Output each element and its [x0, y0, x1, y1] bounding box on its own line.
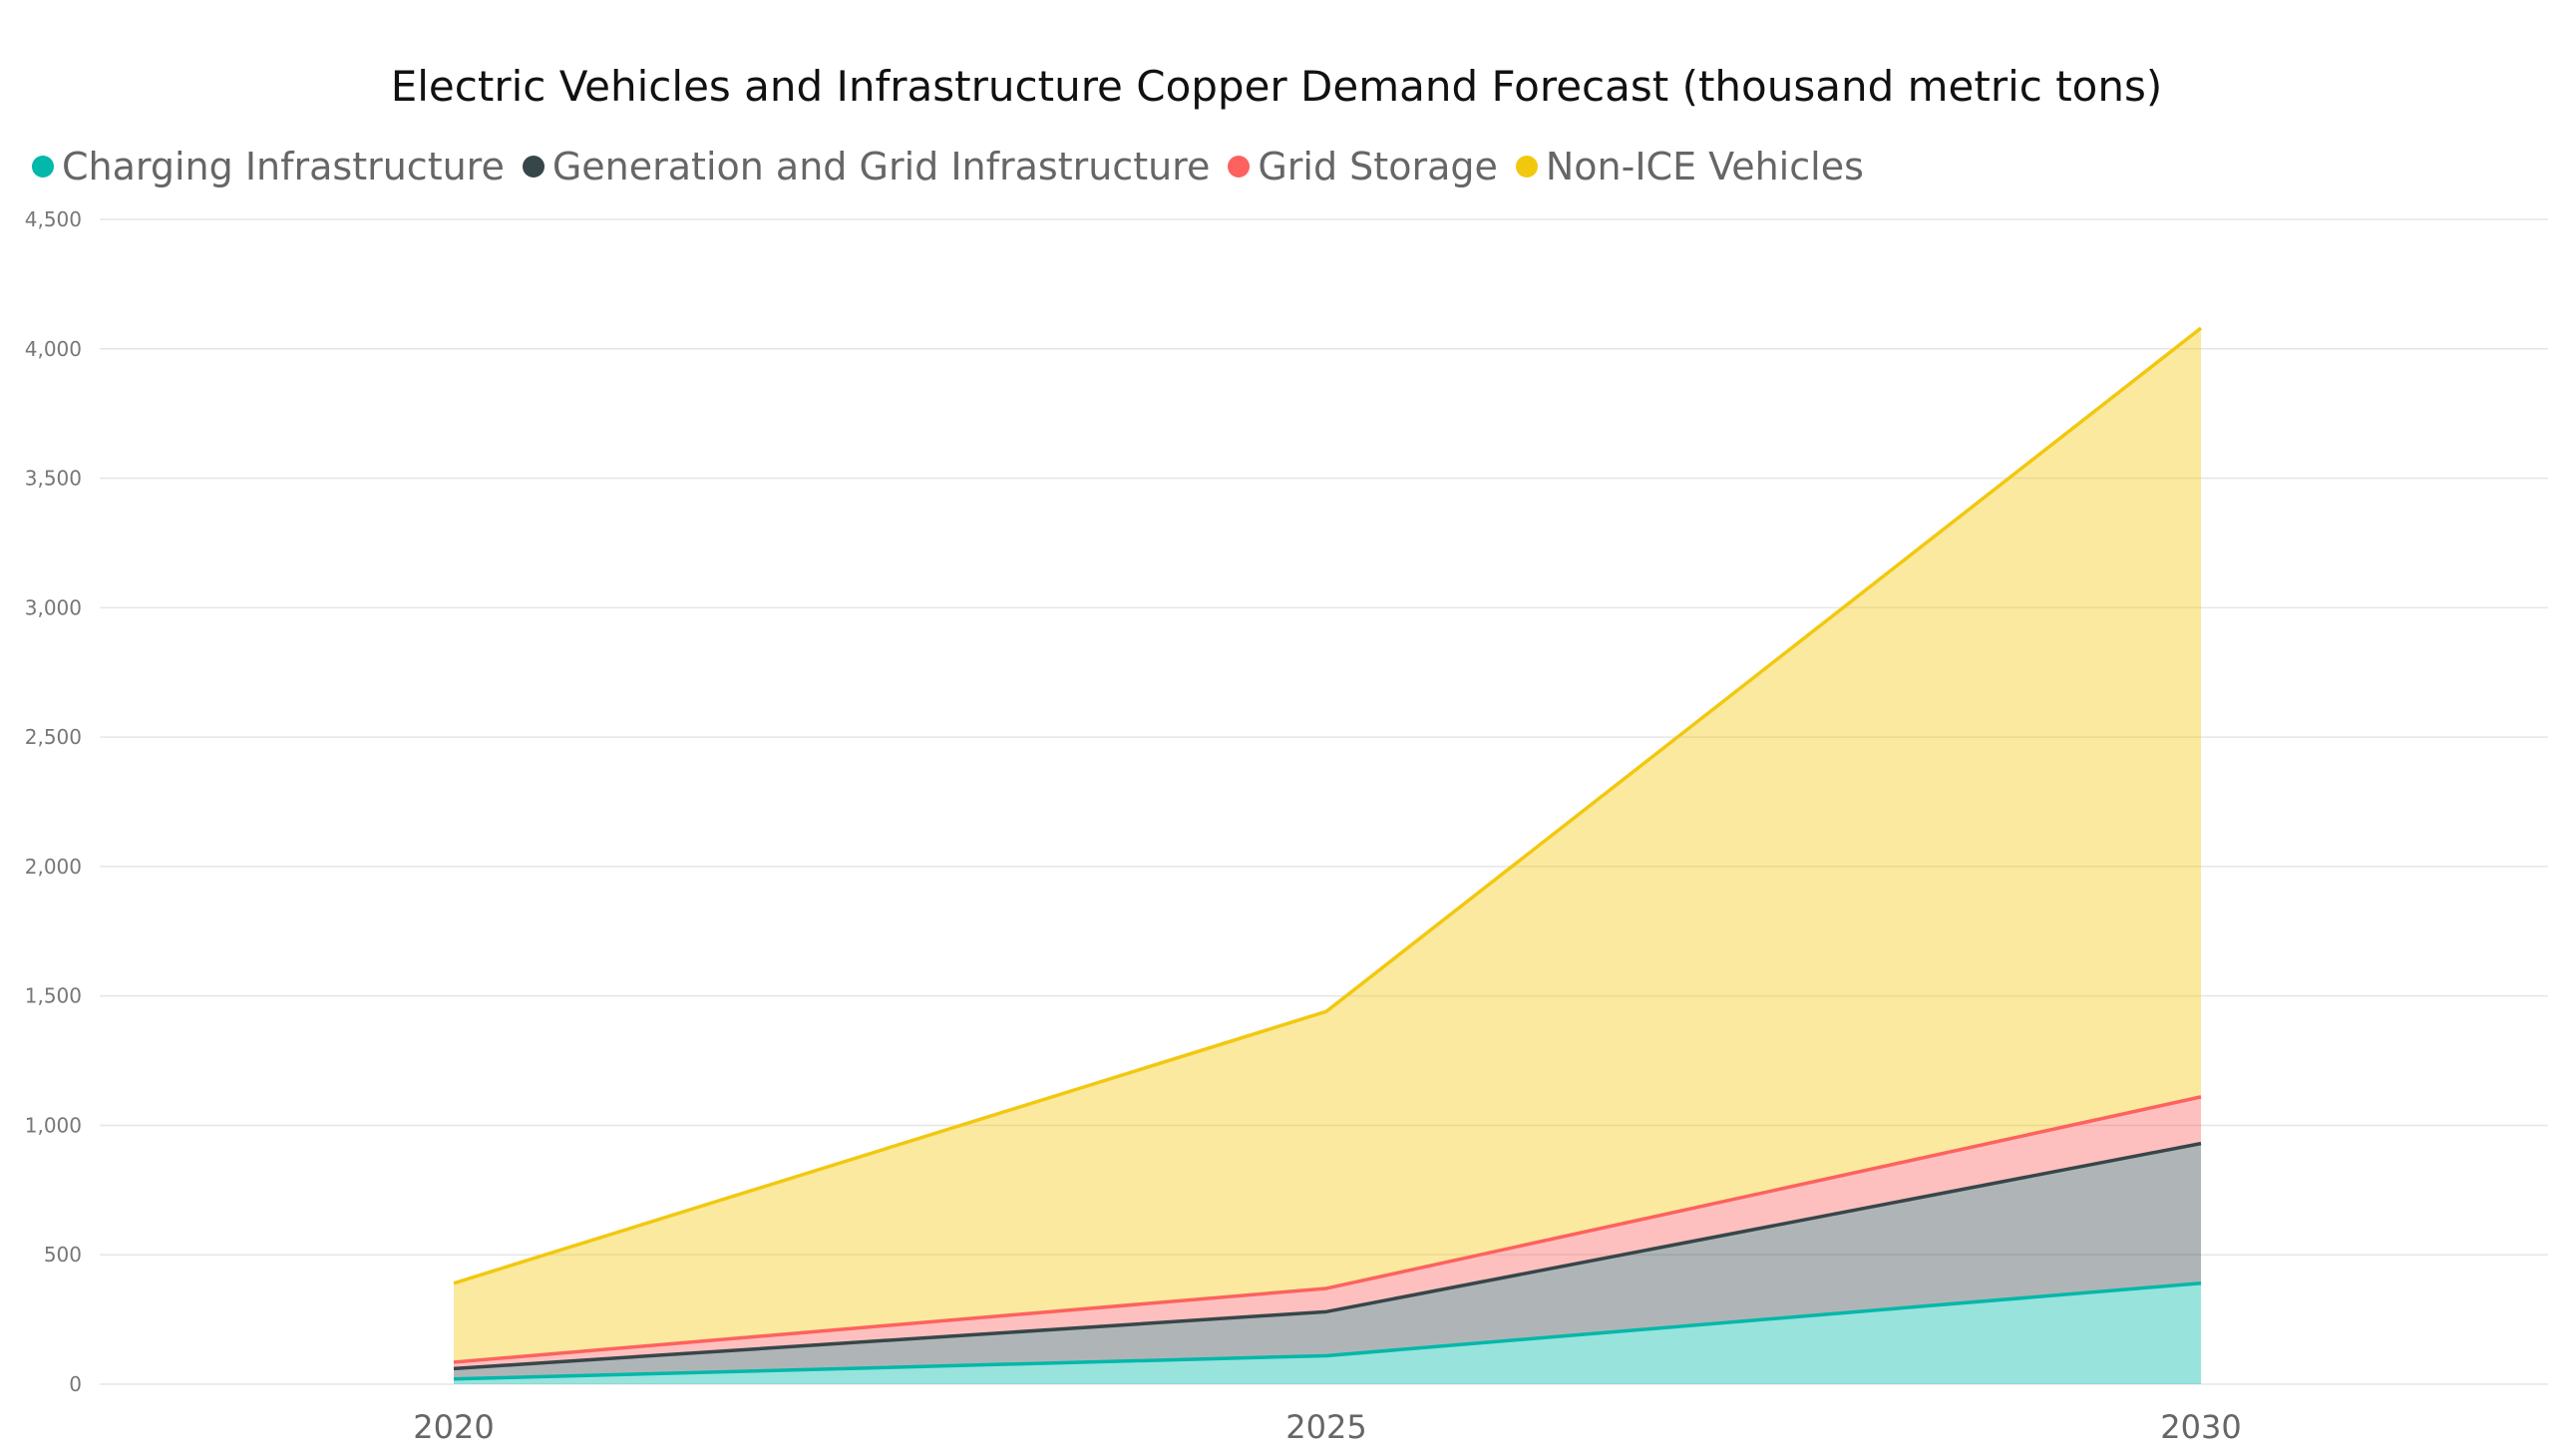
legend-dot-charging-infrastructure — [32, 156, 54, 178]
legend-label-grid-storage: Grid Storage — [1258, 145, 1498, 188]
y-tick-label-2000: 2,000 — [25, 855, 82, 879]
line-grid-storage — [453, 1095, 2202, 1364]
y-tick-label-0: 0 — [69, 1372, 82, 1396]
area-generation-and-grid-infrastructure — [454, 1143, 2201, 1379]
x-tick-label-2030: 2030 — [2160, 1408, 2241, 1446]
chart-title: Electric Vehicles and Infrastructure Cop… — [390, 62, 2163, 111]
line-non-ice-vehicles — [453, 326, 2203, 1285]
y-tick-label-500: 500 — [44, 1243, 82, 1267]
line-generation-and-grid-infrastructure — [453, 1141, 2202, 1371]
y-tick-label-3500: 3,500 — [25, 467, 82, 491]
y-tick-label-1500: 1,500 — [25, 984, 82, 1008]
area-non-ice-vehicles — [454, 328, 2201, 1362]
y-tick-label-2500: 2,500 — [25, 725, 82, 749]
legend-label-charging-infrastructure: Charging Infrastructure — [62, 145, 505, 188]
y-tick-label-4000: 4,000 — [25, 337, 82, 361]
legend-item-charging-infrastructure[interactable]: Charging Infrastructure — [32, 145, 505, 188]
legend-item-non-ice-vehicles[interactable]: Non-ICE Vehicles — [1515, 145, 1864, 188]
y-tick-label-4500: 4,500 — [25, 207, 82, 231]
legend-dot-non-ice-vehicles — [1515, 156, 1538, 178]
legend-label-generation-grid-infrastructure: Generation and Grid Infrastructure — [551, 145, 1211, 188]
x-tick-label-2020: 2020 — [413, 1408, 494, 1446]
legend: Charging Infrastructure Generation and G… — [32, 145, 1882, 188]
legend-dot-generation-grid-infrastructure — [522, 156, 545, 178]
legend-item-grid-storage[interactable]: Grid Storage — [1228, 145, 1498, 188]
y-tick-label-3000: 3,000 — [25, 595, 82, 619]
line-charging-infrastructure — [453, 1281, 2202, 1381]
legend-label-non-ice-vehicles: Non-ICE Vehicles — [1545, 145, 1864, 188]
x-tick-label-2025: 2025 — [1285, 1408, 1366, 1446]
legend-item-generation-grid-infrastructure[interactable]: Generation and Grid Infrastructure — [522, 145, 1211, 188]
legend-dot-grid-storage — [1228, 156, 1251, 178]
area-charging-infrastructure — [454, 1282, 2201, 1384]
y-tick-label-1000: 1,000 — [25, 1113, 82, 1137]
